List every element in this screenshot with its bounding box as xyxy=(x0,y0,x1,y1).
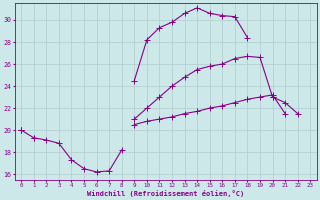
X-axis label: Windchill (Refroidissement éolien,°C): Windchill (Refroidissement éolien,°C) xyxy=(87,190,244,197)
